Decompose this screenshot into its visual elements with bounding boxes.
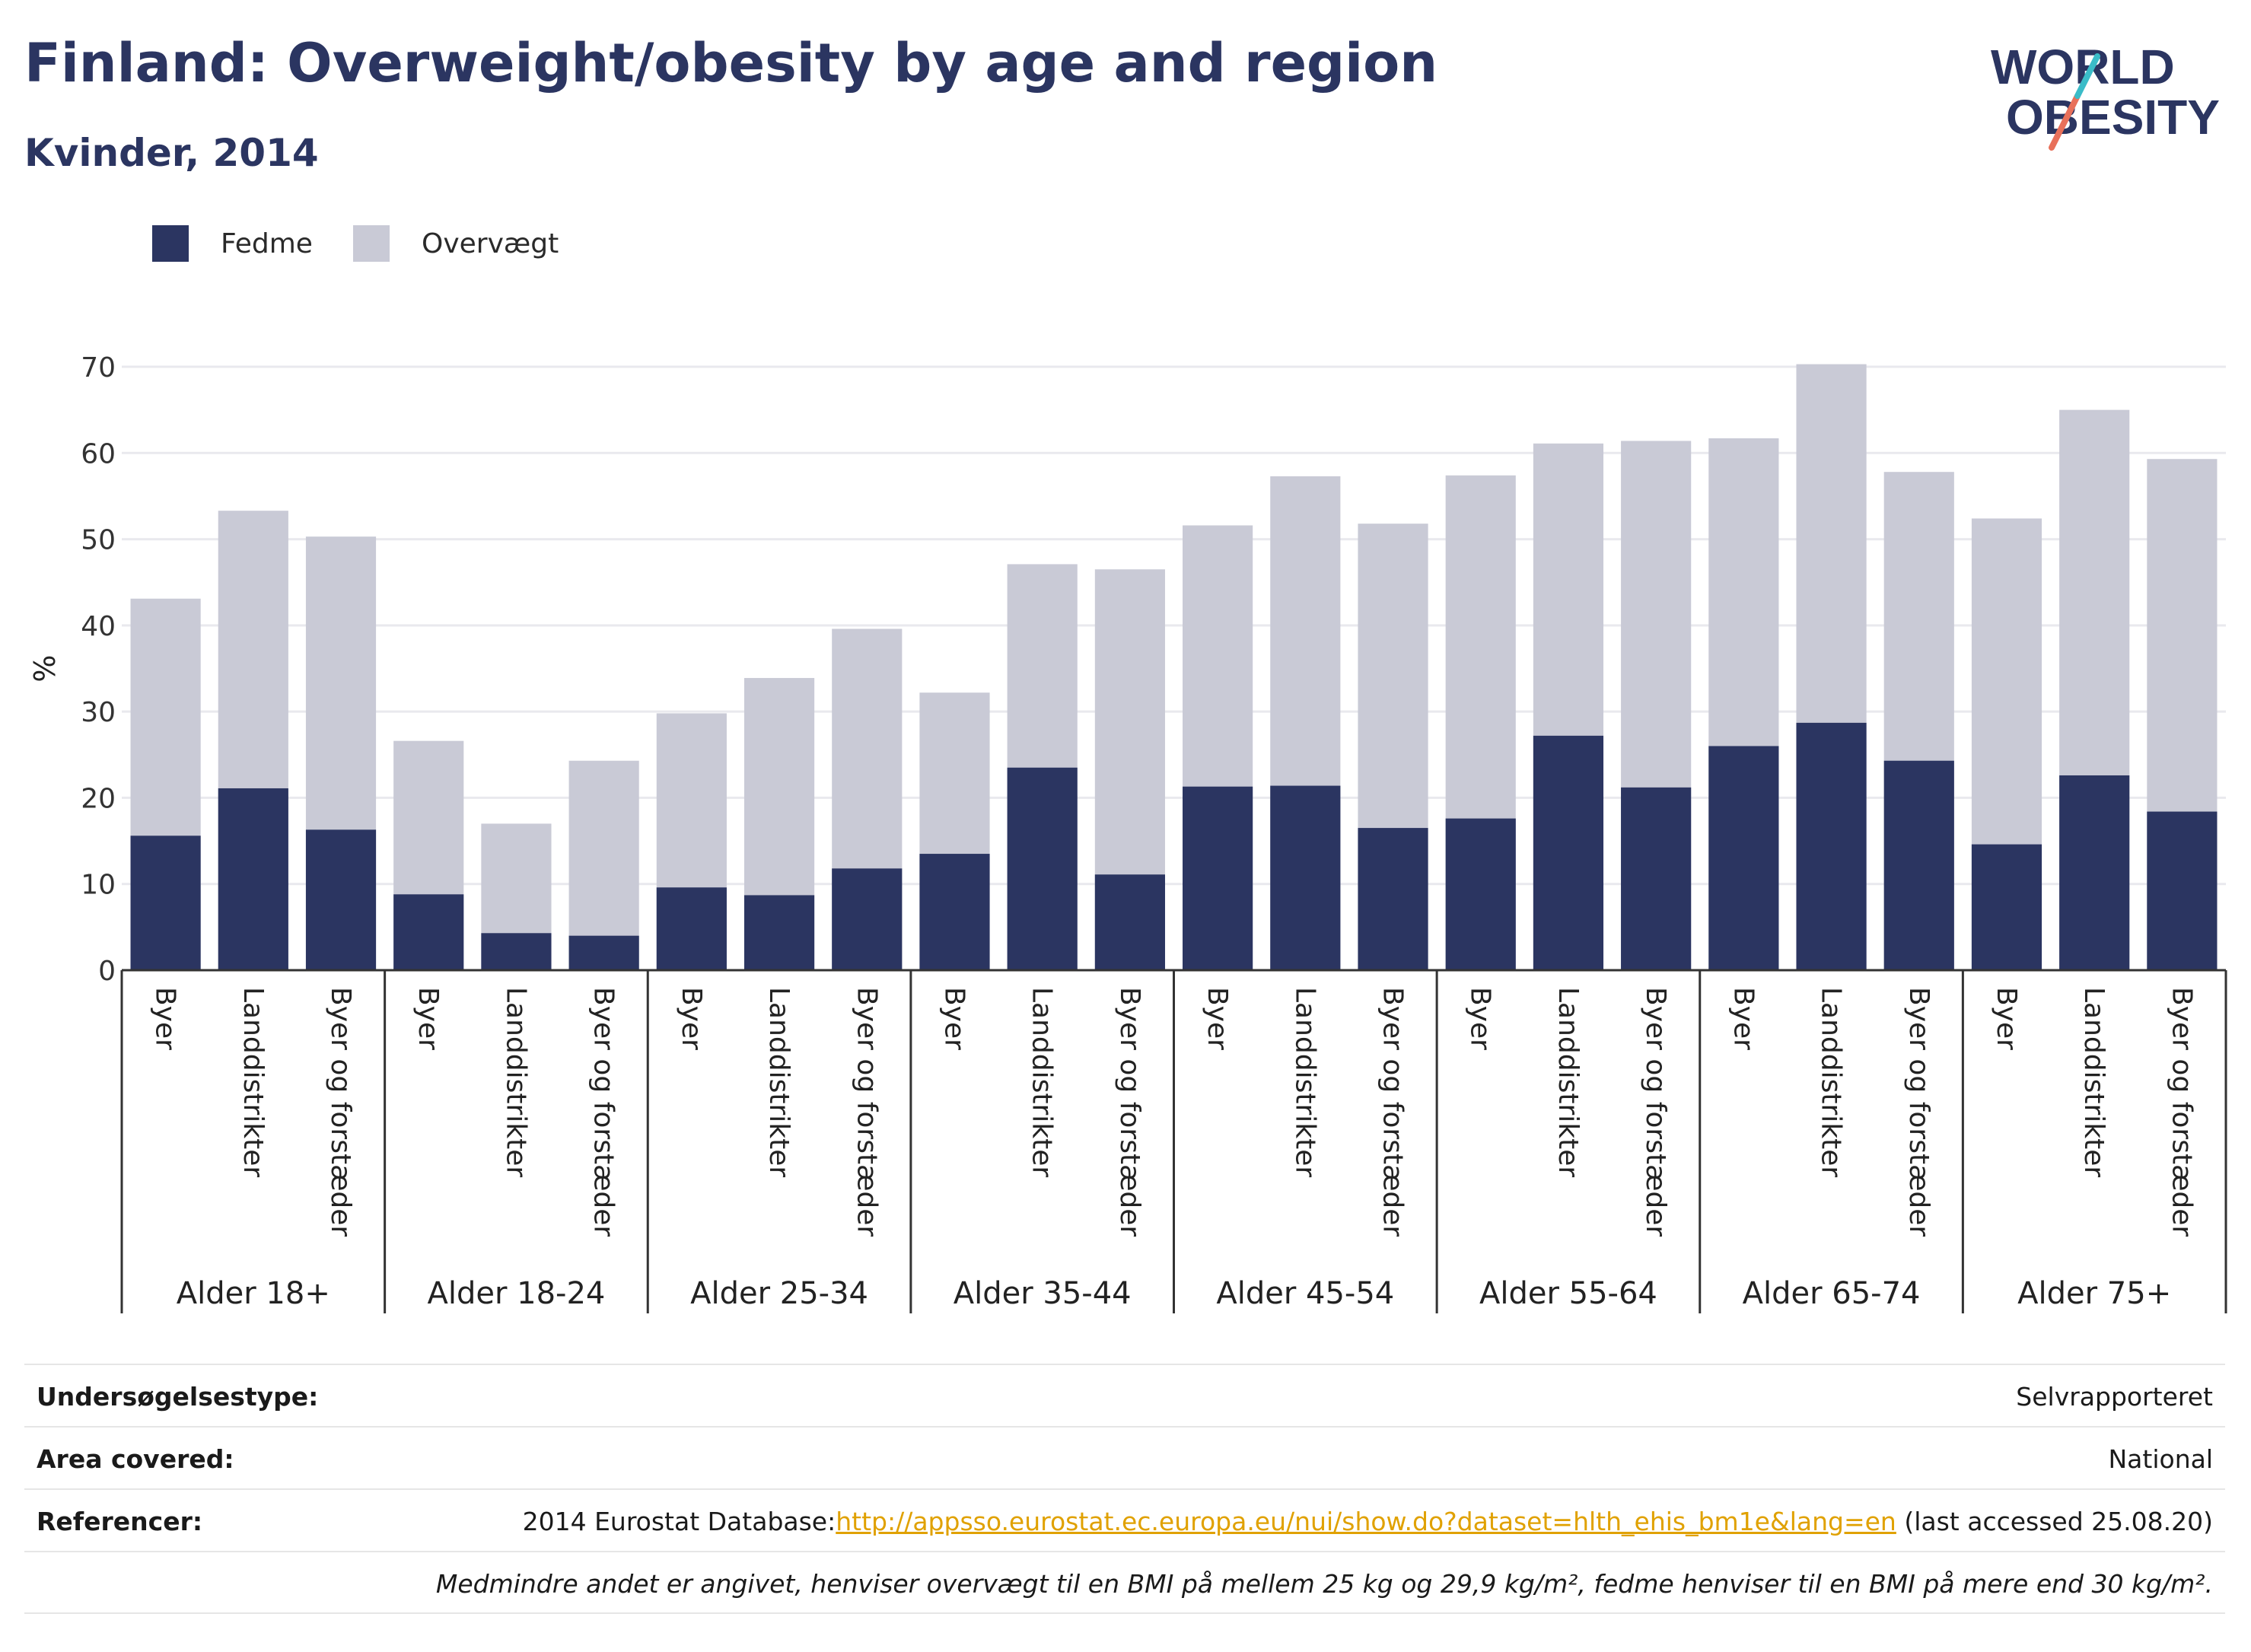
x-tick-label: Byer og forstæder [1640,987,1671,1237]
x-tick-label: Byer og forstæder [1903,987,1934,1237]
x-tick-label: Byer og forstæder [1377,987,1409,1237]
y-tick-label: 70 [81,352,116,384]
bar-fedme [218,788,288,970]
references-label: Referencer: [37,1506,203,1536]
x-tick-label: Byer og forstæder [2166,987,2197,1237]
x-tick-label: Byer og forstæder [588,987,619,1237]
bar-fedme [568,935,639,970]
page-title: Finland: Overweight/obesity by age and r… [24,32,1438,94]
x-tick-label: Byer [676,987,707,1050]
group-label: Alder 25-34 [690,1276,868,1311]
x-tick-label: Byer og forstæder [325,987,356,1237]
group-label: Alder 18-24 [428,1276,606,1311]
info-row-survey-type: Undersøgelsestype: Selvrapporteret [24,1364,2225,1428]
bar-fedme [2059,775,2130,970]
definition-note: Medmindre andet er angivet, henviser ove… [435,1568,2213,1599]
logo-slash-teal [2074,53,2100,99]
page-subtitle: Kvinder, 2014 [24,131,319,175]
y-tick-label: 40 [81,611,116,642]
references-link[interactable]: http://appsso.eurostat.ec.europa.eu/nui/… [836,1506,1896,1536]
x-tick-label: Landdistrikter [237,987,269,1177]
logo-slash-coral [2049,93,2081,151]
bar-fedme [305,829,377,970]
references-suffix: (last accessed 25.08.20) [1896,1506,2213,1536]
bar-fedme [1883,760,1954,970]
bar-chart: 0 10 20 30 40 50 60 70% Byer Landdistrikter Byer o… [28,352,2227,1313]
group-label: Alder 55-64 [1479,1276,1657,1311]
bar-fedme [130,836,201,970]
x-tick-label: Byer [1727,987,1759,1050]
group-label: Alder 75+ [2017,1276,2171,1311]
bar-fedme [2147,811,2218,970]
x-tick-label: Landdistrikter [1816,987,1847,1177]
references-prefix: 2014 Eurostat Database: [522,1506,836,1536]
y-tick-label: 20 [81,783,116,814]
x-tick-label: Byer [1991,987,2022,1050]
legend-item-fedme: Fedme [152,225,313,262]
bar-fedme [1708,746,1779,970]
x-tick-label: Byer [412,987,444,1050]
bar-fedme [1621,787,1692,970]
bar-fedme [743,895,815,970]
info-bottom-rule [24,1612,2225,1614]
bar-fedme [1533,735,1604,970]
x-tick-label: Landdistrikter [500,987,531,1177]
bar-fedme [1796,722,1867,970]
bar-fedme [919,854,990,970]
legend-swatch-overvaegt [353,225,390,262]
info-row-references: Referencer: 2014 Eurostat Database:http:… [24,1488,2225,1552]
legend-swatch-fedme [152,225,189,262]
y-tick-label: 60 [81,438,116,469]
x-tick-label: Landdistrikter [2078,987,2109,1177]
bar-fedme [1445,818,1516,970]
info-row-note: Medmindre andet er angivet, henviser ove… [24,1551,2225,1615]
area-label: Area covered: [37,1444,234,1474]
bar-overvaegt [568,760,639,970]
bar-fedme [1971,844,2042,970]
area-value: National [2108,1444,2213,1474]
x-tick-label: Byer og forstæder [1114,987,1145,1237]
y-tick-label: 30 [81,697,116,728]
bar-fedme [393,894,464,970]
bar-fedme [832,868,903,970]
x-tick-label: Landdistrikter [1552,987,1584,1177]
world-obesity-logo: WORLD OBESITY [1991,40,2220,151]
x-tick-label: Byer [150,987,181,1050]
x-tick-label: Landdistrikter [1027,987,1058,1177]
y-tick-label: 10 [81,870,116,901]
group-label: Alder 65-74 [1743,1276,1921,1311]
x-tick-label: Byer [1465,987,1496,1050]
survey-type-value: Selvrapporteret [2016,1381,2213,1412]
x-tick-label: Byer [1202,987,1233,1050]
bar-fedme [656,887,727,970]
info-row-area: Area covered: National [24,1426,2225,1490]
logo-line2: OBESITY [2006,90,2220,145]
survey-type-label: Undersøgelsestype: [37,1381,319,1412]
x-tick-label: Landdistrikter [1289,987,1320,1177]
references-value: 2014 Eurostat Database:http://appsso.eur… [523,1507,2225,1536]
x-tick-label: Landdistrikter [763,987,794,1177]
y-tick-label: 0 [98,956,116,987]
x-tick-label: Byer og forstæder [851,987,882,1237]
legend-item-overvaegt: Overvægt [353,225,559,262]
y-tick-label: 50 [81,525,116,556]
legend-label-overvaegt: Overvægt [422,228,559,259]
bar-fedme [481,933,552,970]
legend-label-fedme: Fedme [221,228,313,259]
bar-fedme [1183,786,1253,970]
group-label: Alder 18+ [177,1276,330,1311]
group-label: Alder 35-44 [954,1276,1132,1311]
bar-fedme [1270,785,1341,970]
y-axis-label: % [28,654,62,682]
bar-fedme [1094,874,1165,970]
x-tick-label: Byer [938,987,969,1050]
bar-fedme [1358,828,1428,970]
bar-fedme [1007,767,1078,970]
group-label: Alder 45-54 [1216,1276,1394,1311]
